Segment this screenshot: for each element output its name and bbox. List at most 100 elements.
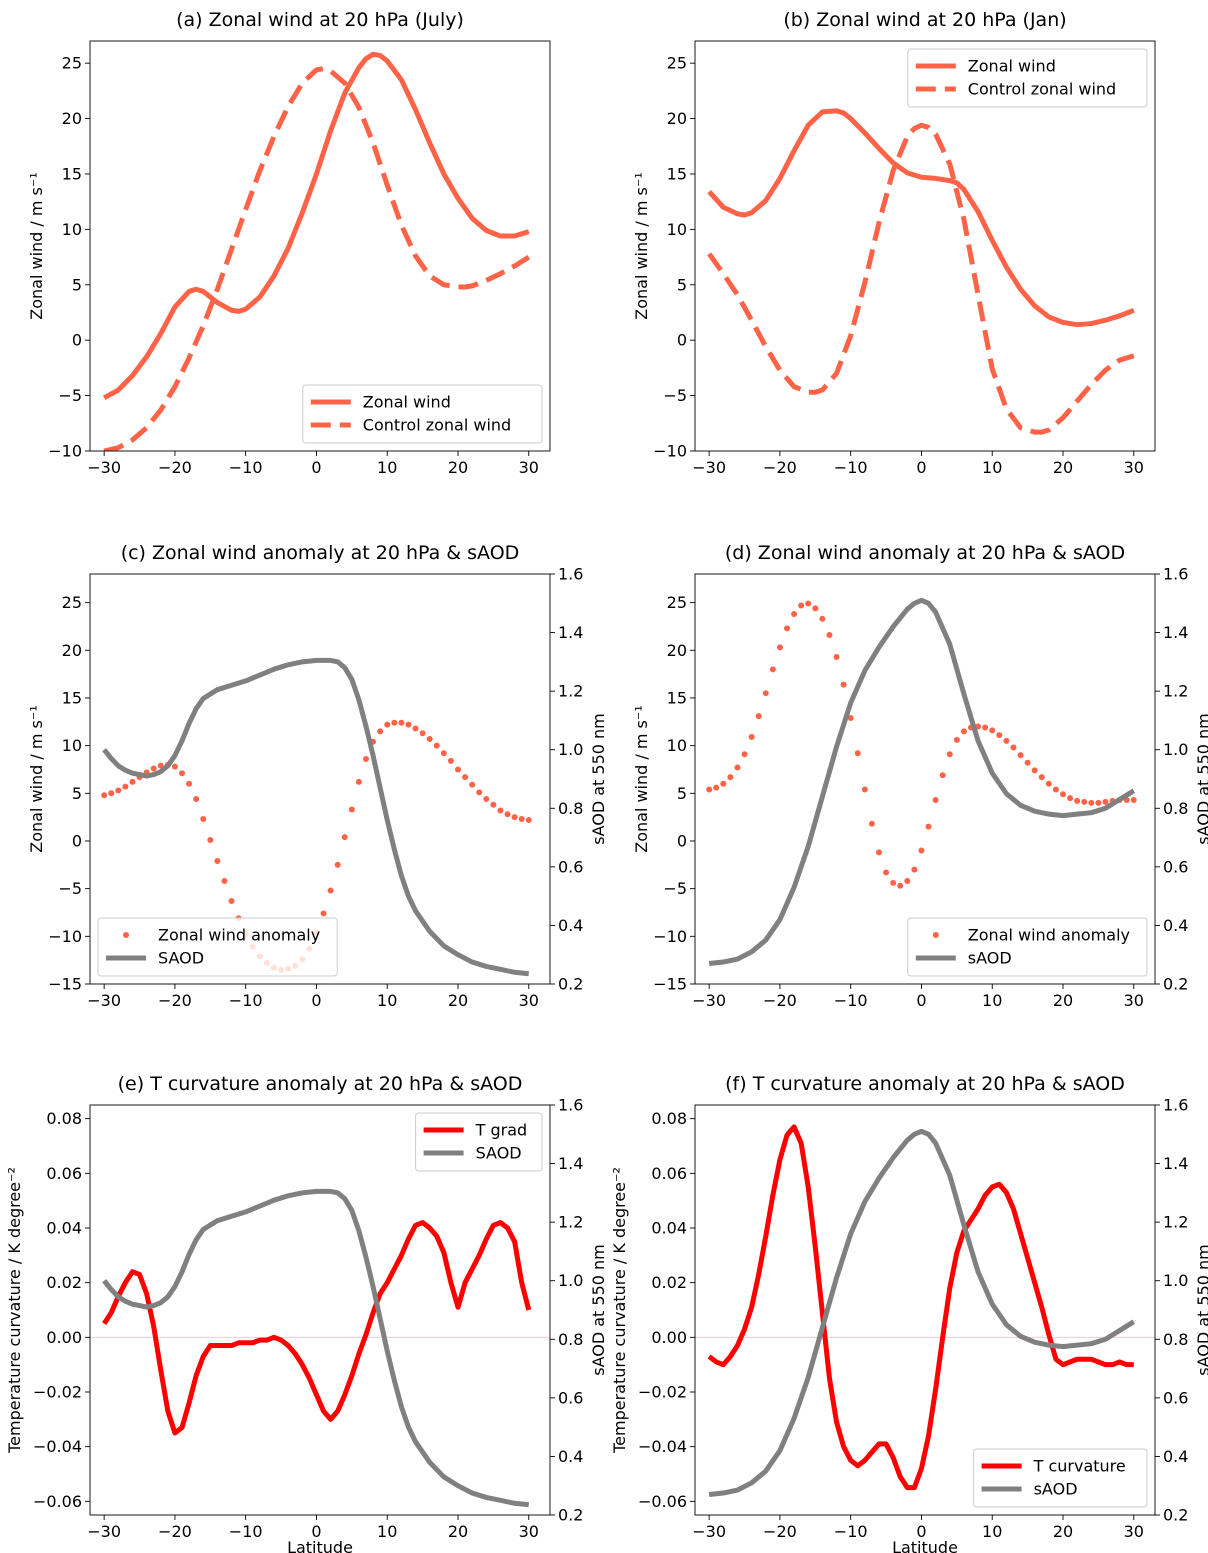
y-tick-label: 25 bbox=[62, 54, 82, 73]
x-tick-label: −30 bbox=[692, 458, 726, 477]
y-axis-label: Zonal wind / m s⁻¹ bbox=[27, 172, 46, 319]
data-point bbox=[720, 781, 726, 787]
y-tick-label: 0 bbox=[72, 831, 82, 850]
legend-label: sAOD bbox=[1034, 1480, 1078, 1499]
y2-tick-label: 1.0 bbox=[1163, 1271, 1188, 1290]
y-tick-label: −5 bbox=[663, 879, 687, 898]
series-line-0 bbox=[709, 1127, 1134, 1488]
x-tick-label: 0 bbox=[311, 458, 321, 477]
data-point bbox=[940, 772, 946, 778]
x-tick-label: 30 bbox=[519, 458, 539, 477]
data-point bbox=[826, 632, 832, 638]
plot-area bbox=[706, 600, 1137, 963]
y-tick-label: −10 bbox=[653, 442, 687, 461]
y-tick-label: 15 bbox=[667, 688, 687, 707]
data-point bbox=[526, 817, 532, 823]
data-point bbox=[129, 779, 135, 785]
data-point bbox=[834, 654, 840, 660]
x-tick-label: −20 bbox=[158, 1522, 192, 1541]
data-point bbox=[448, 758, 454, 764]
y-tick-label: −15 bbox=[653, 975, 687, 994]
y2-tick-label: 0.4 bbox=[1163, 916, 1188, 935]
data-point bbox=[926, 824, 932, 830]
legend-label: Control zonal wind bbox=[363, 416, 511, 435]
y2-tick-label: 1.2 bbox=[558, 1213, 583, 1232]
y-tick-label: −10 bbox=[48, 927, 82, 946]
x-tick-label: 20 bbox=[448, 1522, 468, 1541]
x-tick-label: 0 bbox=[916, 991, 926, 1010]
series-line-1 bbox=[709, 125, 1134, 432]
y2-tick-label: 1.4 bbox=[558, 623, 583, 642]
data-point bbox=[784, 625, 790, 631]
data-point bbox=[349, 807, 355, 813]
y-tick-label: −0.06 bbox=[33, 1492, 82, 1511]
legend: Zonal wind anomalysAOD bbox=[908, 918, 1147, 976]
data-point bbox=[193, 796, 199, 802]
data-point bbox=[427, 736, 433, 742]
plot-area bbox=[695, 1127, 1155, 1495]
data-point bbox=[1060, 791, 1066, 797]
y-tick-label: −5 bbox=[663, 386, 687, 405]
data-point bbox=[1131, 797, 1137, 803]
x-axis-label: Latitude bbox=[287, 1538, 353, 1553]
x-tick-label: −30 bbox=[87, 458, 121, 477]
data-point bbox=[1067, 795, 1073, 801]
data-point bbox=[519, 816, 525, 822]
chart-title: (f) T curvature anomaly at 20 hPa & sAOD bbox=[725, 1073, 1125, 1095]
x-tick-label: −10 bbox=[834, 991, 868, 1010]
y2-tick-label: 0.6 bbox=[1163, 857, 1188, 876]
data-point bbox=[805, 601, 811, 607]
y-tick-label: 5 bbox=[72, 784, 82, 803]
data-point bbox=[455, 766, 461, 772]
y2-tick-label: 0.8 bbox=[558, 1330, 583, 1349]
data-point bbox=[115, 787, 121, 793]
y-tick-label: 0 bbox=[677, 331, 687, 350]
y2-tick-label: 0.2 bbox=[1163, 975, 1188, 994]
data-point bbox=[982, 725, 988, 731]
y-tick-label: 0.08 bbox=[651, 1109, 687, 1128]
y2-tick-label: 1.6 bbox=[1163, 565, 1188, 584]
y-tick-label: 25 bbox=[667, 593, 687, 612]
data-point bbox=[1053, 786, 1059, 792]
data-point bbox=[911, 867, 917, 873]
data-point bbox=[1088, 800, 1094, 806]
data-point bbox=[151, 766, 157, 772]
y-tick-label: 0.00 bbox=[651, 1328, 687, 1347]
data-point bbox=[490, 802, 496, 808]
legend: T curvaturesAOD bbox=[974, 1449, 1147, 1507]
x-tick-label: 0 bbox=[916, 458, 926, 477]
legend-label: sAOD bbox=[968, 949, 1012, 968]
chart-e: (e) T curvature anomaly at 20 hPa & sAOD… bbox=[5, 1073, 608, 1553]
data-point bbox=[869, 821, 875, 827]
y2-tick-label: 0.8 bbox=[558, 799, 583, 818]
x-tick-label: 20 bbox=[1053, 991, 1073, 1010]
y-tick-label: 15 bbox=[667, 164, 687, 183]
y2-axis-label: sAOD at 550 nm bbox=[589, 713, 608, 845]
y-tick-label: 5 bbox=[72, 275, 82, 294]
data-point bbox=[770, 666, 776, 672]
x-tick-label: −30 bbox=[87, 1522, 121, 1541]
y-tick-label: −15 bbox=[48, 975, 82, 994]
y-tick-label: 0.06 bbox=[651, 1164, 687, 1183]
x-tick-label: 10 bbox=[982, 458, 1002, 477]
data-point bbox=[476, 789, 482, 795]
data-point bbox=[179, 770, 185, 776]
y2-tick-label: 0.2 bbox=[558, 1506, 583, 1525]
y2-tick-label: 1.2 bbox=[1163, 682, 1188, 701]
x-tick-label: −10 bbox=[229, 458, 263, 477]
data-point bbox=[798, 602, 804, 608]
data-point bbox=[505, 811, 511, 817]
x-tick-label: 10 bbox=[377, 1522, 397, 1541]
data-point bbox=[961, 728, 967, 734]
data-point bbox=[904, 878, 910, 884]
y2-tick-label: 1.0 bbox=[558, 1271, 583, 1290]
y2-tick-label: 1.4 bbox=[558, 1154, 583, 1173]
data-point bbox=[763, 690, 769, 696]
legend-label: Control zonal wind bbox=[968, 80, 1116, 99]
chart-title: (d) Zonal wind anomaly at 20 hPa & sAOD bbox=[725, 542, 1125, 564]
data-point bbox=[855, 750, 861, 756]
data-point bbox=[1003, 738, 1009, 744]
data-point bbox=[200, 816, 206, 822]
y2-tick-label: 0.8 bbox=[1163, 799, 1188, 818]
